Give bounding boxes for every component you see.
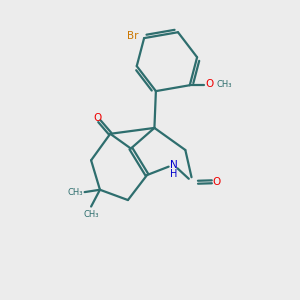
Text: Br: Br: [127, 31, 139, 41]
Text: CH₃: CH₃: [68, 188, 83, 197]
Text: O: O: [93, 113, 101, 123]
Text: CH₃: CH₃: [216, 80, 232, 89]
Text: H: H: [170, 169, 177, 178]
Text: CH₃: CH₃: [83, 210, 99, 219]
Text: O: O: [213, 177, 221, 187]
Text: N: N: [170, 160, 177, 170]
Text: O: O: [206, 79, 214, 89]
